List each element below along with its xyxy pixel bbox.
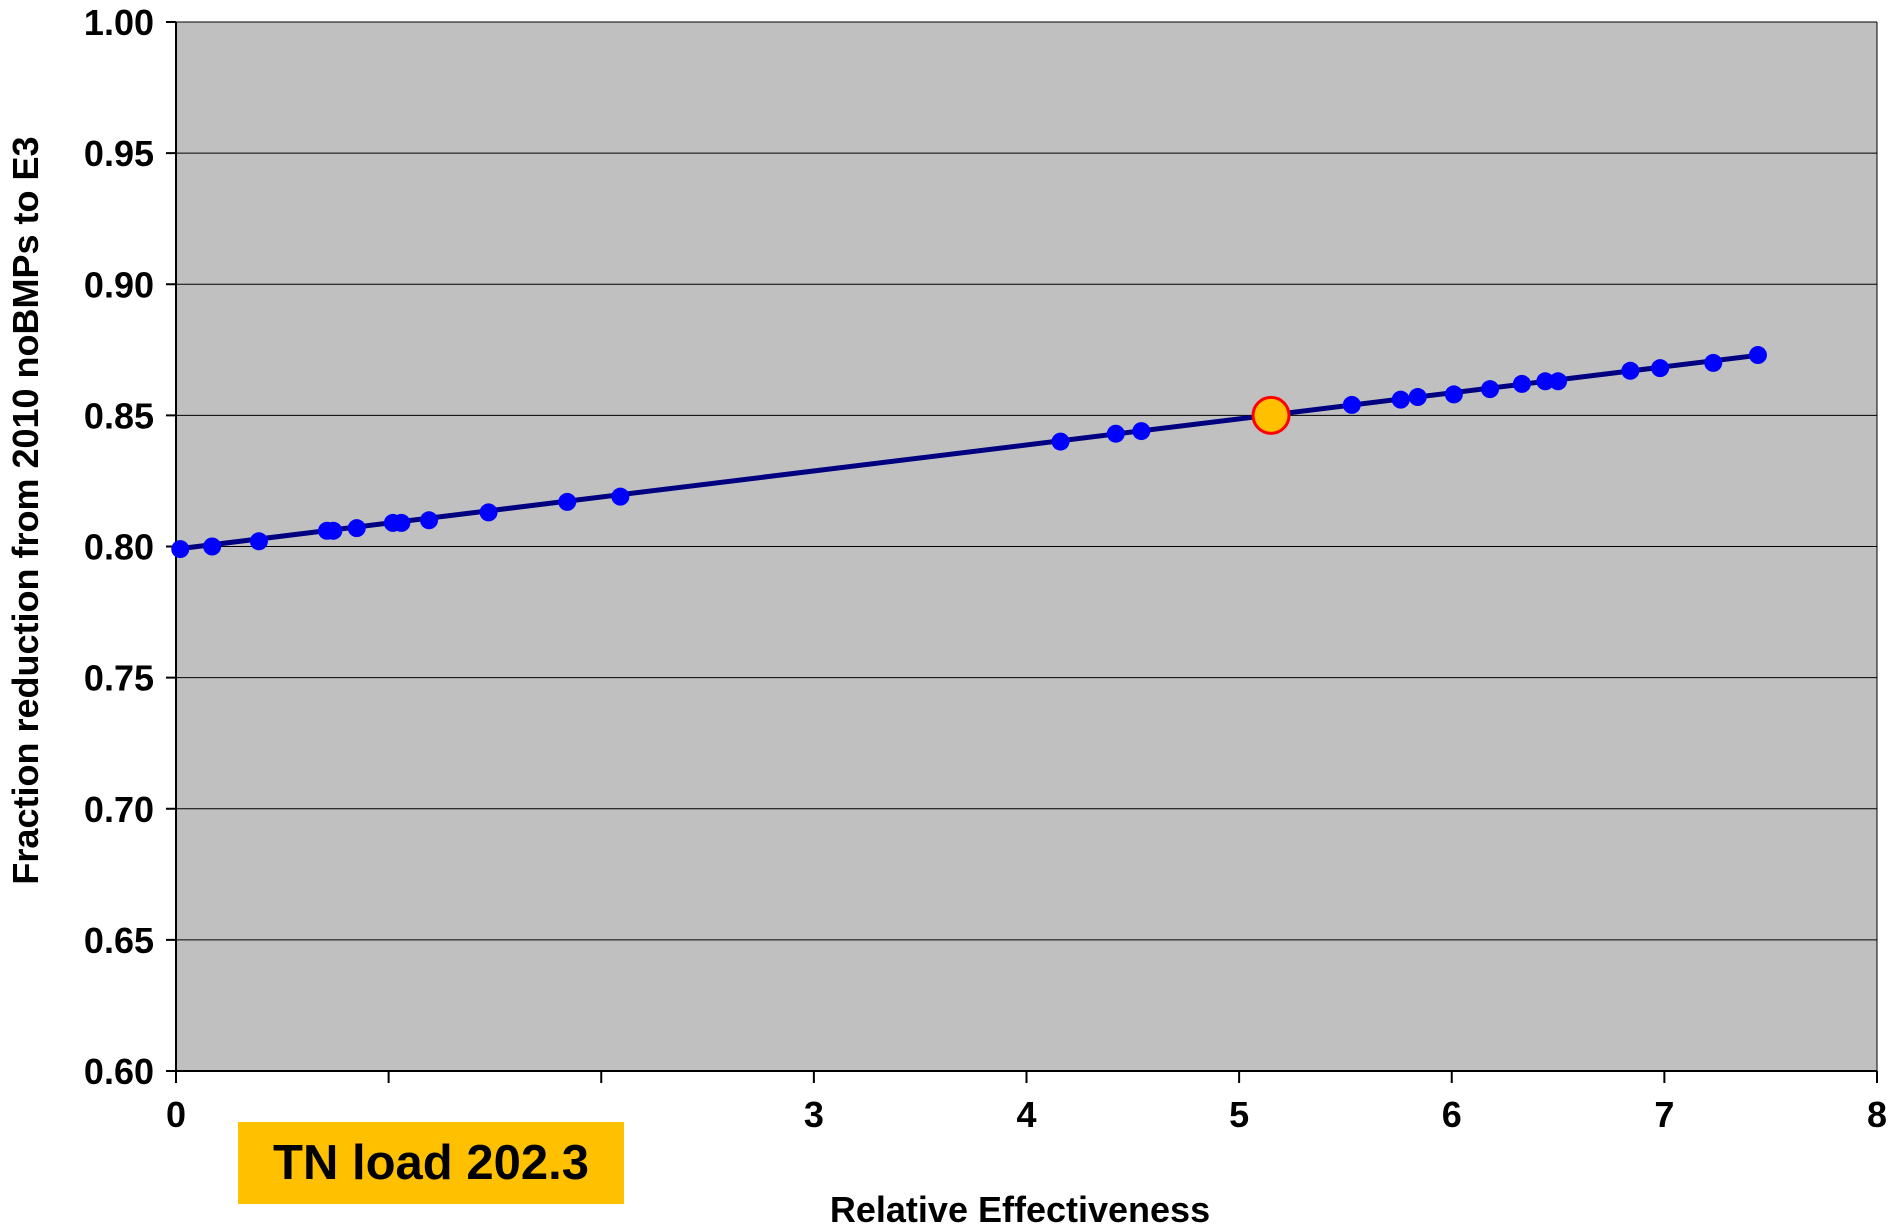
data-point — [479, 503, 498, 522]
x-axis-title: Relative Effectiveness — [830, 1189, 1210, 1230]
x-tick-label: 7 — [1654, 1094, 1674, 1135]
data-point — [1704, 353, 1723, 372]
x-tick-labels: 0 3 4 5 6 7 8 — [166, 1071, 1887, 1135]
data-point — [1536, 372, 1555, 391]
data-point — [1132, 422, 1151, 441]
data-point — [420, 511, 439, 530]
y-tick-label: 0.80 — [84, 527, 154, 568]
data-point — [1342, 395, 1361, 414]
data-point — [1512, 374, 1531, 393]
data-point — [1549, 372, 1568, 391]
y-tick-label: 1.00 — [84, 2, 154, 43]
x-tick-label: 5 — [1229, 1094, 1249, 1135]
data-point — [347, 519, 366, 538]
data-point — [1651, 359, 1670, 378]
data-point — [558, 492, 577, 511]
data-point — [1408, 388, 1427, 407]
data-point — [203, 537, 222, 556]
y-tick-label: 0.90 — [84, 264, 154, 305]
data-point — [1621, 361, 1640, 380]
highlight-point — [1251, 395, 1291, 435]
data-point — [1481, 380, 1500, 399]
y-tick-label: 0.65 — [84, 920, 154, 961]
x-tick-label: 8 — [1867, 1094, 1887, 1135]
x-tick-label: 3 — [804, 1094, 824, 1135]
highlight-marker — [1251, 395, 1291, 435]
data-point — [1444, 385, 1463, 404]
x-tick-label: 0 — [166, 1094, 186, 1135]
data-points — [171, 346, 1767, 559]
x-tick-label: 6 — [1442, 1094, 1462, 1135]
data-point — [1391, 390, 1410, 409]
y-tick-label: 0.70 — [84, 789, 154, 830]
y-tick-label: 0.95 — [84, 133, 154, 174]
data-point — [392, 513, 411, 532]
data-point — [1051, 432, 1070, 451]
y-tick-label: 0.75 — [84, 658, 154, 699]
y-tick-label: 0.85 — [84, 395, 154, 436]
data-point — [324, 521, 343, 540]
y-axis-title: Fraction reduction from 2010 noBMPs to E… — [5, 136, 46, 884]
y-tick-labels: 0.60 0.65 0.70 0.75 0.80 0.85 0.90 0.95 1.00 — [84, 2, 176, 1092]
tn-load-annotation: TN load 202.3 — [238, 1122, 624, 1204]
data-point — [1748, 346, 1767, 365]
data-point — [249, 532, 268, 551]
data-point — [1106, 424, 1125, 443]
data-point — [171, 540, 190, 559]
y-tick-label: 0.60 — [84, 1051, 154, 1092]
data-point — [611, 487, 630, 506]
x-tick-label: 4 — [1016, 1094, 1036, 1135]
